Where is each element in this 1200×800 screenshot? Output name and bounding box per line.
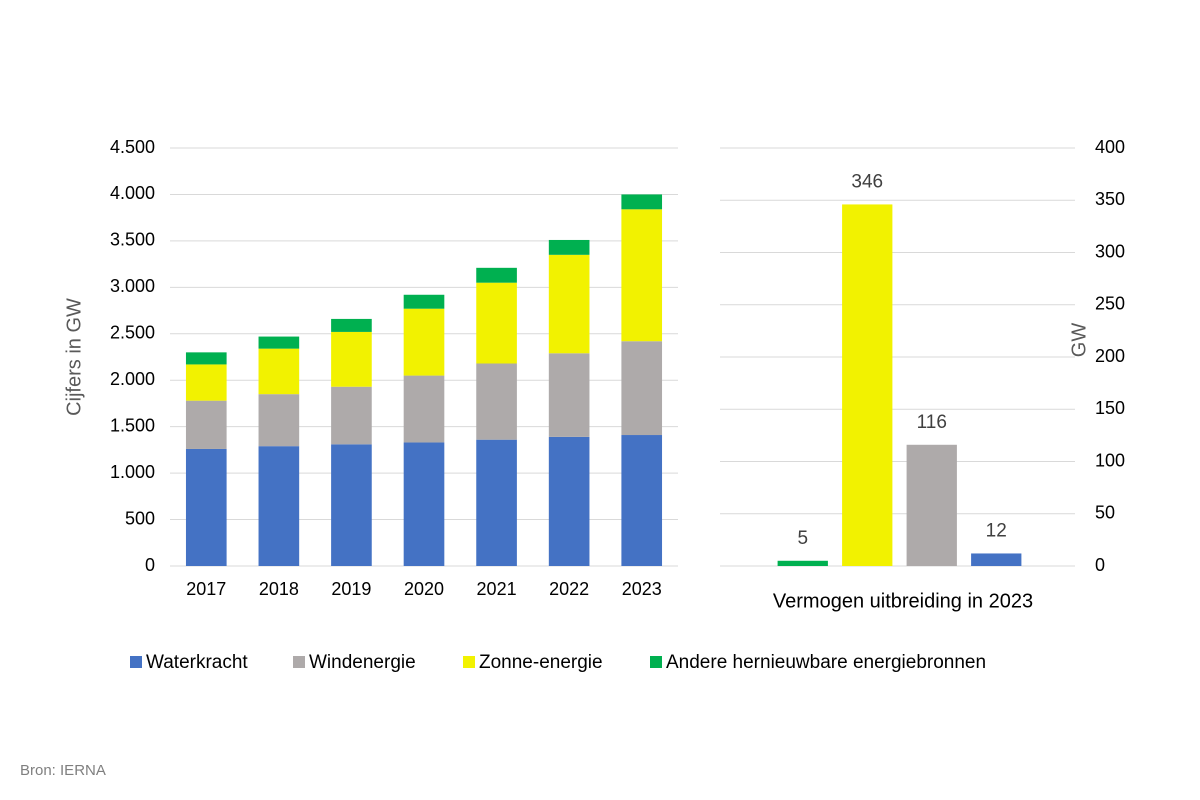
bar-segment xyxy=(185,352,227,365)
bar xyxy=(906,444,957,566)
y-tick-label: 1.500 xyxy=(110,415,155,435)
bar-segment xyxy=(258,336,300,349)
data-label: 116 xyxy=(917,412,947,433)
legend-label: Windenergie xyxy=(309,652,416,673)
bar-segment xyxy=(331,386,372,445)
legend-label: Waterkracht xyxy=(146,652,248,673)
legend-swatch xyxy=(293,656,305,668)
y-tick-label: 2.500 xyxy=(110,323,155,343)
bar-segment xyxy=(258,348,300,395)
y-tick-label: 3.500 xyxy=(110,230,155,250)
bar-segment xyxy=(331,331,372,387)
bar-segment xyxy=(403,375,445,443)
y-axis-label: Cijfers in GW xyxy=(63,298,85,416)
bar-segment xyxy=(548,353,590,437)
bar-segment xyxy=(621,341,663,436)
bar-segment xyxy=(403,308,445,376)
bar-segment xyxy=(621,194,663,210)
bar xyxy=(842,204,893,566)
y-tick-label: 1.000 xyxy=(110,462,155,482)
y-tick-label: 2.000 xyxy=(110,369,155,389)
bar-segment xyxy=(185,364,227,401)
x-tick-label: 2022 xyxy=(549,579,589,599)
x-axis-label: Vermogen uitbreiding in 2023 xyxy=(773,590,1033,612)
bar-segment xyxy=(476,363,517,440)
data-label: 5 xyxy=(797,528,808,549)
bar-segment xyxy=(548,239,590,255)
y-tick-label: 4.500 xyxy=(110,137,155,157)
bar xyxy=(777,560,828,566)
y2-tick-label: 150 xyxy=(1095,398,1125,418)
bar-segment xyxy=(331,444,372,566)
bar-segment xyxy=(185,448,227,566)
y-tick-label: 4.000 xyxy=(110,183,155,203)
y2-tick-label: 50 xyxy=(1095,503,1115,523)
y2-axis-label: GW xyxy=(1068,323,1090,358)
y2-tick-label: 250 xyxy=(1095,294,1125,314)
bar-segment xyxy=(403,442,445,566)
y2-tick-label: 400 xyxy=(1095,137,1125,157)
bar-segment xyxy=(476,282,517,364)
bar-segment xyxy=(258,446,300,566)
bar-segment xyxy=(476,267,517,283)
legend-swatch xyxy=(130,656,142,668)
bar-segment xyxy=(621,209,663,342)
y2-tick-label: 200 xyxy=(1095,346,1125,366)
bar-segment xyxy=(476,439,517,566)
source: Bron: IERNA xyxy=(20,762,106,779)
x-tick-label: 2017 xyxy=(186,579,226,599)
y-tick-label: 3.000 xyxy=(110,276,155,296)
y-tick-label: 500 xyxy=(125,508,155,528)
y-tick-label: 0 xyxy=(145,555,155,575)
data-label: 346 xyxy=(851,171,883,192)
legend-swatch xyxy=(650,656,662,668)
bar-segment xyxy=(258,394,300,447)
y2-tick-label: 0 xyxy=(1095,555,1105,575)
y2-tick-label: 300 xyxy=(1095,241,1125,261)
bar-segment xyxy=(185,400,227,449)
y2-tick-label: 350 xyxy=(1095,189,1125,209)
x-tick-label: 2023 xyxy=(622,579,662,599)
legend-label: Andere hernieuwbare energiebronnen xyxy=(666,652,986,673)
legend-swatch xyxy=(463,656,475,668)
legend-label: Zonne-energie xyxy=(479,652,603,673)
x-tick-label: 2018 xyxy=(259,579,299,599)
data-label: 12 xyxy=(986,520,1007,541)
bar-segment xyxy=(548,436,590,566)
x-tick-label: 2021 xyxy=(477,579,517,599)
bar-segment xyxy=(403,294,445,309)
x-tick-label: 2020 xyxy=(404,579,444,599)
y2-tick-label: 100 xyxy=(1095,450,1125,470)
x-tick-label: 2019 xyxy=(331,579,371,599)
bar xyxy=(971,553,1022,566)
bar-segment xyxy=(621,435,663,566)
bar-segment xyxy=(331,318,372,332)
bar-segment xyxy=(548,254,590,354)
